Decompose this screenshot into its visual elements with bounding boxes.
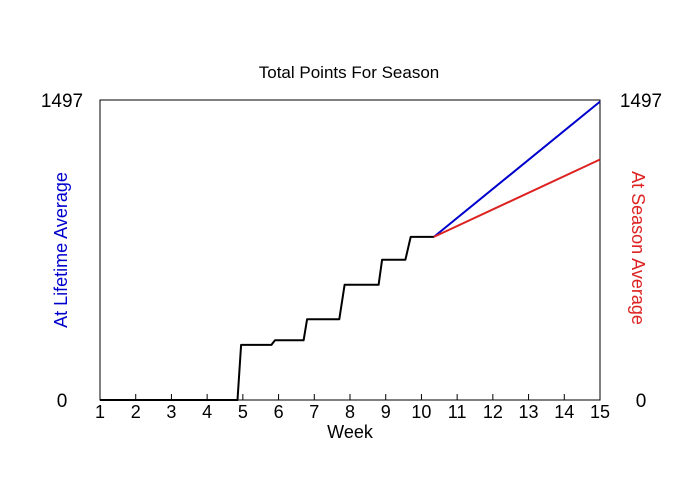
x-tick-label: 1 — [95, 402, 105, 422]
left-y-max-label: 1497 — [41, 91, 83, 112]
x-tick-label: 13 — [519, 402, 539, 422]
x-tick-label: 15 — [590, 402, 610, 422]
x-tick-label: 6 — [274, 402, 284, 422]
chart-title: Total Points For Season — [259, 63, 439, 82]
left-y-min-label: 0 — [57, 391, 68, 412]
left-y-axis-label: At Lifetime Average — [51, 172, 71, 328]
x-tick-label: 4 — [202, 402, 212, 422]
right-y-min-label: 0 — [636, 391, 647, 412]
x-axis-ticks: 1 2 3 4 5 6 7 8 9 10 11 12 13 14 15 — [95, 394, 610, 422]
x-tick-label: 9 — [381, 402, 391, 422]
x-axis-label: Week — [327, 422, 374, 442]
season-series-line — [433, 158, 601, 238]
x-tick-label: 2 — [131, 402, 141, 422]
right-y-axis-label: At Season Average — [628, 171, 648, 325]
lifetime-series-line — [433, 100, 601, 238]
x-tick-label: 12 — [483, 402, 503, 422]
plot-area — [99, 99, 601, 401]
x-tick-label: 11 — [448, 402, 467, 422]
x-tick-label: 7 — [309, 402, 319, 422]
x-tick-label: 3 — [166, 402, 176, 422]
right-y-max-label: 1497 — [620, 91, 662, 112]
series-lines — [100, 100, 601, 401]
x-tick-label: 8 — [345, 402, 355, 422]
x-tick-label: 10 — [411, 402, 431, 422]
actual-series-line — [100, 235, 434, 401]
x-tick-label: 14 — [554, 402, 574, 422]
x-tick-label: 5 — [238, 402, 248, 422]
